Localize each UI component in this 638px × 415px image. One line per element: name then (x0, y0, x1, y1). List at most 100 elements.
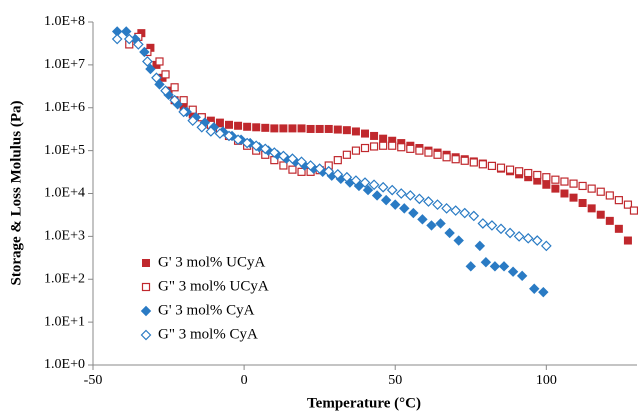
y-tick-label: 1.0E+5 (44, 143, 85, 158)
marker (596, 187, 605, 196)
marker (459, 207, 471, 219)
marker (161, 70, 170, 79)
marker (395, 188, 407, 199)
marker (486, 220, 498, 231)
marker (433, 150, 442, 159)
marker (623, 200, 633, 209)
y-tick-label: 1.0E+7 (44, 57, 85, 72)
marker (170, 83, 179, 92)
marker (370, 131, 379, 140)
marker (111, 33, 123, 45)
marker (388, 141, 397, 150)
y-tick-label: 1.0E+6 (44, 100, 85, 115)
marker (578, 199, 587, 208)
marker (551, 184, 560, 193)
marker (342, 150, 351, 159)
marker (450, 205, 462, 216)
marker (460, 156, 469, 165)
marker (287, 153, 298, 164)
marker (614, 224, 623, 233)
marker (551, 175, 560, 184)
marker (121, 26, 132, 37)
marker (179, 96, 188, 105)
marker (278, 150, 289, 162)
marker (279, 124, 288, 133)
marker (451, 155, 460, 164)
marker (380, 194, 392, 206)
x-tick-label: 50 (388, 373, 402, 388)
marker (160, 85, 171, 97)
marker (324, 124, 333, 133)
marker (377, 181, 389, 193)
marker (587, 204, 596, 213)
marker (333, 156, 342, 165)
marker (155, 57, 164, 66)
marker (139, 46, 150, 58)
legend-marker (140, 329, 152, 341)
marker (426, 220, 437, 231)
legend-text: G" 3 mol% UCyA (158, 278, 269, 294)
marker (524, 168, 533, 178)
marker (232, 134, 244, 146)
marker (408, 207, 419, 219)
marker (513, 231, 525, 242)
marker (342, 126, 351, 135)
marker (350, 175, 362, 186)
marker (341, 171, 353, 183)
marker (404, 190, 416, 201)
marker (359, 177, 371, 188)
marker (288, 124, 297, 133)
marker (132, 39, 144, 50)
legend-marker (142, 259, 150, 267)
marker (205, 126, 217, 137)
marker (296, 156, 307, 168)
x-tick-label: 100 (536, 373, 557, 388)
marker (453, 235, 464, 246)
marker (432, 199, 443, 210)
marker (123, 33, 135, 45)
marker (145, 63, 156, 75)
y-tick-label: 1.0E+1 (44, 314, 85, 329)
marker (477, 218, 489, 229)
marker (415, 146, 424, 155)
marker (474, 240, 486, 252)
marker (379, 134, 388, 143)
marker (505, 165, 515, 174)
marker (406, 144, 415, 153)
marker (379, 141, 388, 150)
marker (270, 124, 279, 133)
marker (314, 163, 326, 174)
marker (351, 127, 360, 136)
y-tick-label: 1.0E+8 (44, 14, 85, 29)
x-tick-label: 0 (241, 373, 248, 388)
marker (496, 163, 506, 172)
marker (423, 196, 434, 207)
marker (142, 56, 153, 67)
marker (243, 122, 252, 131)
marker (178, 106, 190, 118)
marker (487, 161, 497, 171)
marker (397, 143, 406, 152)
x-tick-label: -50 (84, 373, 103, 388)
marker (560, 177, 569, 186)
marker (480, 256, 492, 268)
marker (444, 227, 455, 239)
marker (605, 191, 614, 200)
marker (435, 218, 446, 229)
marker (297, 124, 306, 133)
y-tick-label: 1.0E+2 (44, 271, 85, 286)
marker (362, 184, 374, 196)
marker (533, 170, 542, 180)
marker (531, 235, 543, 246)
marker (417, 214, 428, 225)
legend-marker (141, 282, 151, 292)
marker (498, 261, 510, 272)
marker (414, 193, 425, 205)
marker (361, 129, 369, 138)
legend-text: G' 3 mol% UCyA (158, 254, 265, 270)
marker (516, 270, 528, 282)
marker (540, 240, 552, 252)
marker (596, 210, 605, 219)
legend-text: G" 3 mol% CyA (158, 326, 258, 342)
